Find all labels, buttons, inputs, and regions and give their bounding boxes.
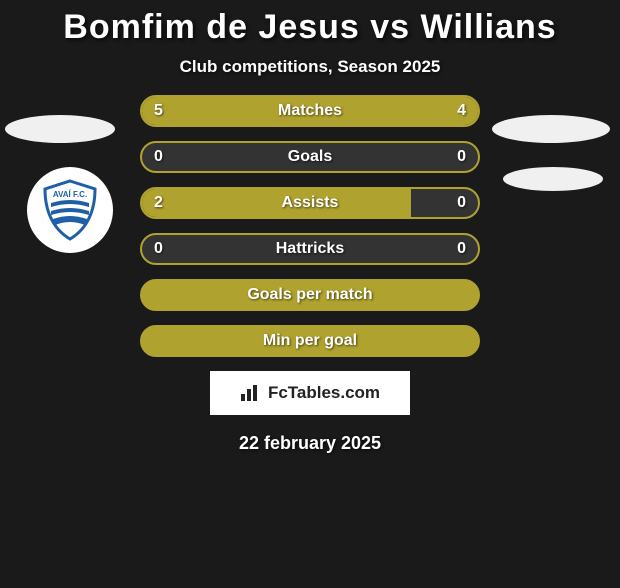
stat-row: Goals0 0 — [140, 141, 480, 173]
stat-label: Goals per match — [142, 281, 478, 309]
footer-text: FcTables.com — [268, 383, 380, 403]
player-right-placeholder-oval-1 — [492, 115, 610, 143]
stat-value-right: 0 — [457, 143, 466, 171]
stat-row: Goals per match — [140, 279, 480, 311]
footer-attribution: FcTables.com — [210, 371, 410, 415]
stat-value-left: 0 — [154, 143, 163, 171]
club-badge-avai: AVAÍ F.C. — [27, 167, 113, 253]
badge-text: AVAÍ F.C. — [53, 190, 87, 199]
stat-value-left: 0 — [154, 235, 163, 263]
stat-value-left: 2 — [154, 189, 163, 217]
stat-label: Goals — [142, 143, 478, 171]
stat-label: Matches — [142, 97, 478, 125]
date-label: 22 february 2025 — [0, 433, 620, 454]
bars-icon — [240, 384, 262, 402]
stat-label: Min per goal — [142, 327, 478, 355]
stat-row: Matches5 4 — [140, 95, 480, 127]
stat-label: Assists — [142, 189, 478, 217]
comparison-stage: AVAÍ F.C. Matches54Goals00Assists20Hattr… — [0, 95, 620, 357]
page-subtitle: Club competitions, Season 2025 — [0, 57, 620, 77]
shield-icon: AVAÍ F.C. — [37, 177, 103, 243]
stat-label: Hattricks — [142, 235, 478, 263]
stat-row: Assists2 0 — [140, 187, 480, 219]
stat-value-right: 0 — [457, 189, 466, 217]
page-title: Bomfim de Jesus vs Willians — [0, 8, 620, 47]
player-right-placeholder-oval-2 — [503, 167, 603, 191]
player-left-placeholder-oval — [5, 115, 115, 143]
stat-value-right: 0 — [457, 235, 466, 263]
stat-value-right: 4 — [457, 97, 466, 125]
stat-value-left: 5 — [154, 97, 163, 125]
stat-row: Min per goal — [140, 325, 480, 357]
stat-row: Hattricks0 0 — [140, 233, 480, 265]
